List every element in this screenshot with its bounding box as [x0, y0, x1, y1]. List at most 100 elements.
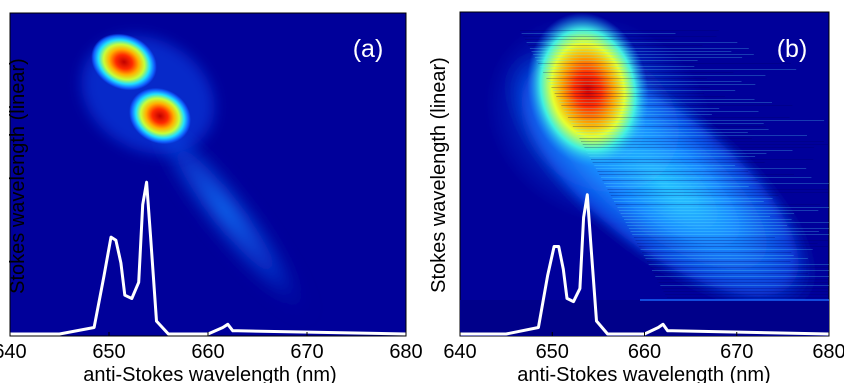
striation-line: [660, 285, 844, 286]
striation-line: [561, 105, 792, 106]
x-tick-label: 660: [628, 341, 661, 363]
striation-line: [520, 30, 719, 31]
striation-line: [566, 114, 712, 115]
striation-line: [657, 279, 844, 280]
x-tick-label: 680: [389, 341, 422, 363]
striation-line: [626, 222, 844, 223]
striation-line: [556, 96, 725, 97]
striation-line: [527, 42, 738, 43]
striation-line: [654, 273, 808, 274]
striation-line: [571, 123, 764, 124]
striation-line: [550, 84, 756, 85]
striation-line: [609, 192, 828, 193]
striation-line: [581, 141, 824, 142]
striation-line: [573, 126, 766, 127]
striation-line: [588, 153, 767, 154]
striation-line: [659, 282, 844, 283]
striation-line: [525, 39, 674, 40]
striation-line: [553, 90, 735, 91]
striation-line: [632, 234, 829, 235]
striation-line: [641, 249, 813, 250]
striation-line: [601, 177, 812, 178]
striation-line: [578, 135, 807, 136]
x-tick-label: 640: [443, 341, 476, 363]
striation-line: [568, 117, 790, 118]
striation-line: [636, 240, 830, 241]
striation-line: [532, 51, 732, 52]
striation-line: [591, 159, 813, 160]
striation-line: [551, 87, 709, 88]
striation-line: [603, 180, 758, 181]
panel-label-b: (b): [777, 35, 808, 63]
striation-line: [555, 93, 705, 94]
striation-line: [627, 225, 787, 226]
striation-line: [616, 204, 821, 205]
striation-line: [612, 198, 772, 199]
striation-line: [542, 69, 797, 70]
striation-line: [642, 252, 791, 253]
striation-line: [546, 78, 706, 79]
y-axis-label-a: Stokes wavelength (linear): [7, 58, 29, 294]
striation-line: [584, 147, 814, 148]
x-tick-label: 670: [290, 341, 323, 363]
striation-line: [637, 243, 818, 244]
striation-line: [662, 288, 844, 289]
striation-line: [570, 120, 825, 121]
panel-label-a: (a): [353, 35, 384, 63]
striation-line: [535, 57, 742, 58]
striation-line: [596, 168, 806, 169]
striation-line: [583, 144, 834, 145]
striation-line: [611, 195, 779, 196]
striation-line: [634, 237, 775, 238]
striation-line: [606, 186, 749, 187]
striation-line: [530, 48, 749, 49]
x-tick-label: 670: [720, 341, 753, 363]
striation-line: [624, 219, 792, 220]
striation-line: [594, 165, 735, 166]
striation-line: [540, 66, 695, 67]
striation-line: [528, 45, 702, 46]
striation-line: [523, 36, 716, 37]
striation-line: [621, 213, 795, 214]
striation-line: [563, 108, 719, 109]
striation-line: [645, 258, 807, 259]
striation-line: [545, 75, 766, 76]
striation-line: [565, 111, 759, 112]
x-tick-label: 680: [812, 341, 844, 363]
striation-line: [655, 276, 844, 277]
striation-line: [665, 294, 844, 295]
striation-line: [608, 189, 833, 190]
striation-line: [537, 60, 698, 61]
striation-line: [522, 33, 676, 34]
striation-line: [593, 162, 765, 163]
striation-line: [644, 255, 794, 256]
y-axis-label-b: Stokes wavelength (linear): [428, 57, 450, 293]
striation-line: [598, 171, 749, 172]
x-ticks-b: 640 650 660 670 680: [443, 332, 844, 363]
striation-line: [599, 174, 794, 175]
striation-line: [622, 216, 770, 217]
striation-line: [586, 150, 793, 151]
striation-line: [629, 228, 844, 229]
striation-line: [647, 261, 791, 262]
striation-line: [650, 267, 844, 268]
striation-line: [560, 102, 772, 103]
x-tick-label: 650: [536, 341, 569, 363]
striation-line: [649, 264, 842, 265]
striation-line: [558, 99, 755, 100]
striation-line: [543, 72, 733, 73]
striation-line: [579, 138, 751, 139]
striation-line: [619, 210, 818, 211]
x-tick-label: 650: [92, 341, 125, 363]
striation-line: [604, 183, 844, 184]
striation-line: [639, 246, 844, 247]
striation-line: [652, 270, 844, 271]
x-tick-label: 640: [0, 341, 27, 363]
x-axis-label-a: anti-Stokes wavelength (nm): [83, 364, 336, 383]
striation-line: [617, 207, 844, 208]
striation-line: [614, 201, 764, 202]
